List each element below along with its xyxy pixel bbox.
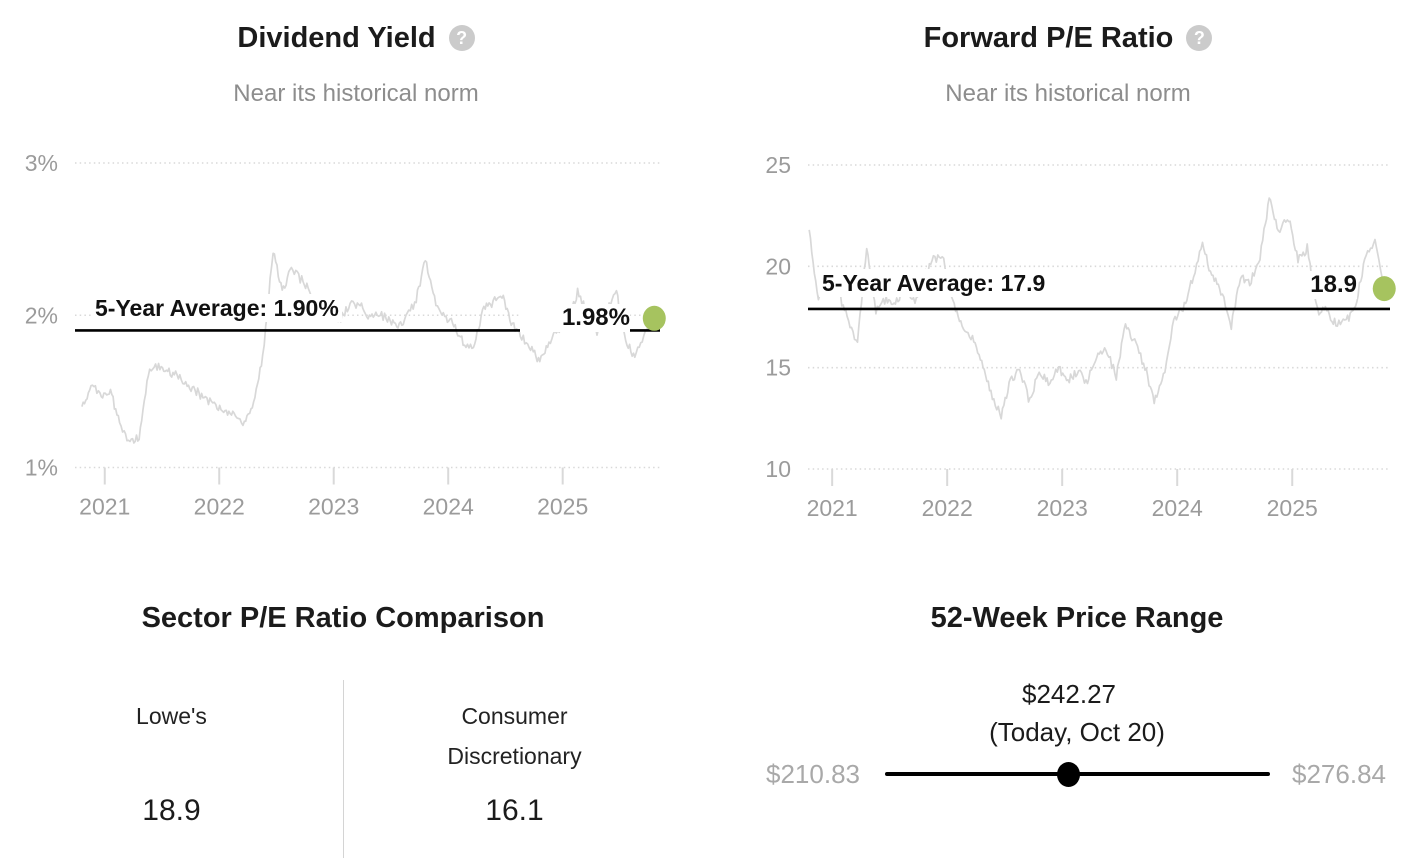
dividend-yield-chart: 1% 2% 3% 2021 2022 2023 2024 2025 bbox=[25, 150, 666, 520]
range-max-price: $276.84 bbox=[1292, 759, 1386, 789]
svg-text:2024: 2024 bbox=[1152, 495, 1203, 521]
sector-pe-comparison-panel: Sector P/E Ratio Comparison Lowe's 18.9 … bbox=[0, 580, 712, 866]
dividend-yield-title: Dividend Yield bbox=[237, 22, 436, 54]
svg-text:2025: 2025 bbox=[1267, 495, 1318, 521]
column-divider bbox=[343, 680, 344, 858]
svg-text:2023: 2023 bbox=[1037, 495, 1088, 521]
dividend-yield-subtitle: Near its historical norm bbox=[233, 80, 479, 107]
svg-text:2024: 2024 bbox=[423, 494, 474, 520]
sector-column: Consumer Discretionary 16.1 bbox=[343, 580, 686, 866]
help-icon[interactable]: ? bbox=[448, 25, 475, 51]
current-value-label: 18.9 bbox=[1287, 271, 1357, 299]
svg-text:2022: 2022 bbox=[922, 495, 973, 521]
current-price-caption: (Today, Oct 20) bbox=[989, 717, 1165, 747]
help-icon[interactable]: ? bbox=[1186, 25, 1213, 51]
current-value-label: 1.98% bbox=[520, 304, 630, 332]
price-range-panel: 52-Week Price Range $242.27 (Today, Oct … bbox=[712, 580, 1424, 866]
company-pe-value: 18.9 bbox=[142, 794, 201, 827]
svg-text:2021: 2021 bbox=[807, 495, 858, 521]
forward-pe-title: Forward P/E Ratio bbox=[923, 22, 1174, 54]
svg-text:10: 10 bbox=[765, 456, 791, 482]
forward-pe-panel: Forward P/E Ratio ? Near its historical … bbox=[712, 0, 1424, 580]
forward-pe-subtitle: Near its historical norm bbox=[945, 80, 1191, 107]
svg-text:3%: 3% bbox=[25, 150, 58, 176]
price-range-title: 52-Week Price Range bbox=[930, 602, 1224, 634]
svg-text:20: 20 bbox=[765, 253, 791, 279]
range-min-price: $210.83 bbox=[766, 759, 860, 789]
svg-text:25: 25 bbox=[765, 152, 791, 178]
dividend-yield-header: Dividend Yield ? bbox=[0, 22, 712, 54]
svg-text:1%: 1% bbox=[25, 455, 58, 481]
current-price: $242.27 bbox=[1022, 679, 1116, 709]
svg-text:15: 15 bbox=[765, 355, 791, 381]
svg-text:2023: 2023 bbox=[308, 494, 359, 520]
company-column: Lowe's 18.9 bbox=[0, 580, 343, 866]
dividend-yield-panel: Dividend Yield ? Near its historical nor… bbox=[0, 0, 712, 580]
sector-pe-comparison-title: Sector P/E Ratio Comparison bbox=[141, 602, 545, 634]
svg-text:2021: 2021 bbox=[79, 494, 130, 520]
current-price-marker bbox=[1057, 762, 1080, 787]
sector-pe-value: 16.1 bbox=[485, 794, 544, 827]
company-label: Lowe's bbox=[136, 703, 207, 729]
svg-text:2%: 2% bbox=[25, 302, 58, 328]
sector-label: Consumer Discretionary bbox=[447, 703, 582, 769]
average-line-label: 5-Year Average: 1.90% bbox=[92, 294, 342, 322]
average-line-label: 5-Year Average: 17.9 bbox=[819, 269, 1049, 297]
svg-text:2025: 2025 bbox=[537, 494, 588, 520]
forward-pe-header: Forward P/E Ratio ? bbox=[712, 22, 1424, 54]
svg-text:2022: 2022 bbox=[194, 494, 245, 520]
